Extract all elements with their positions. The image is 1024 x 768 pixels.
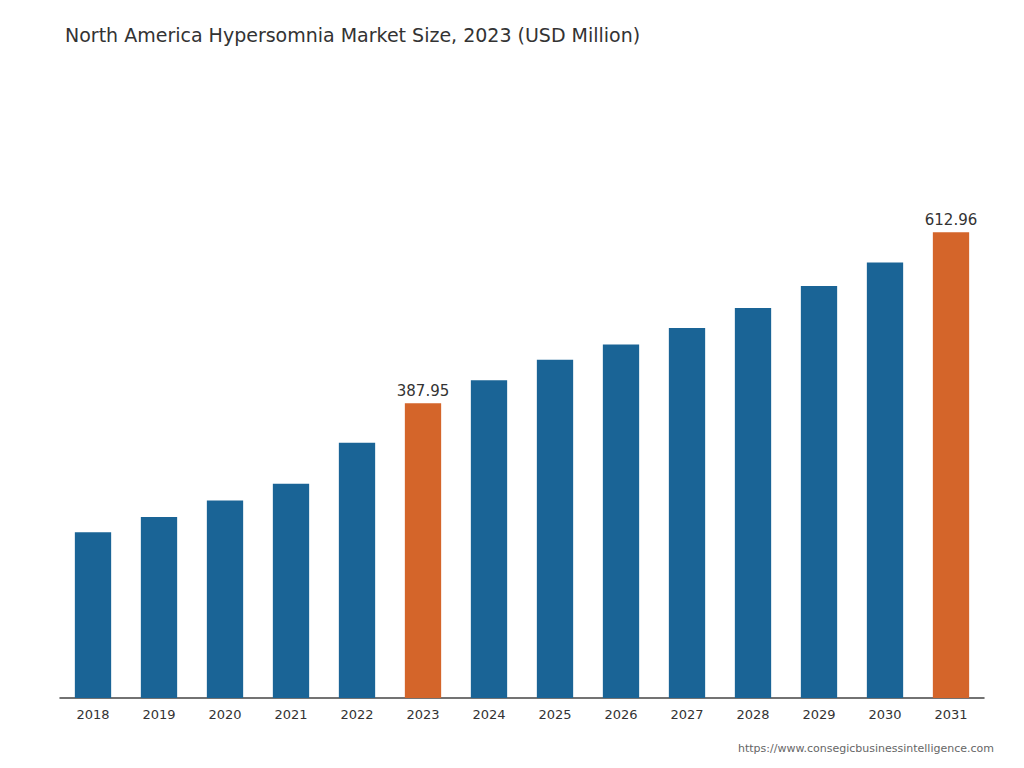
svg-text:2026: 2026: [604, 707, 637, 722]
svg-text:2029: 2029: [802, 707, 835, 722]
svg-text:2030: 2030: [868, 707, 901, 722]
svg-text:2023: 2023: [406, 707, 439, 722]
svg-text:612.96: 612.96: [925, 211, 978, 229]
svg-text:North America Hypersomnia Mark: North America Hypersomnia Market Size, 2…: [65, 24, 640, 46]
svg-text:2027: 2027: [670, 707, 703, 722]
svg-text:2028: 2028: [736, 707, 769, 722]
svg-text:2019: 2019: [142, 707, 175, 722]
svg-text:2024: 2024: [472, 707, 505, 722]
svg-text:2018: 2018: [76, 707, 109, 722]
svg-text:https://www.consegicbusinessin: https://www.consegicbusinessintelligence…: [738, 742, 994, 755]
svg-text:2022: 2022: [340, 707, 373, 722]
svg-text:2021: 2021: [274, 707, 307, 722]
svg-text:2020: 2020: [208, 707, 241, 722]
svg-text:2025: 2025: [538, 707, 571, 722]
svg-text:387.95: 387.95: [397, 382, 450, 400]
svg-text:2031: 2031: [934, 707, 967, 722]
